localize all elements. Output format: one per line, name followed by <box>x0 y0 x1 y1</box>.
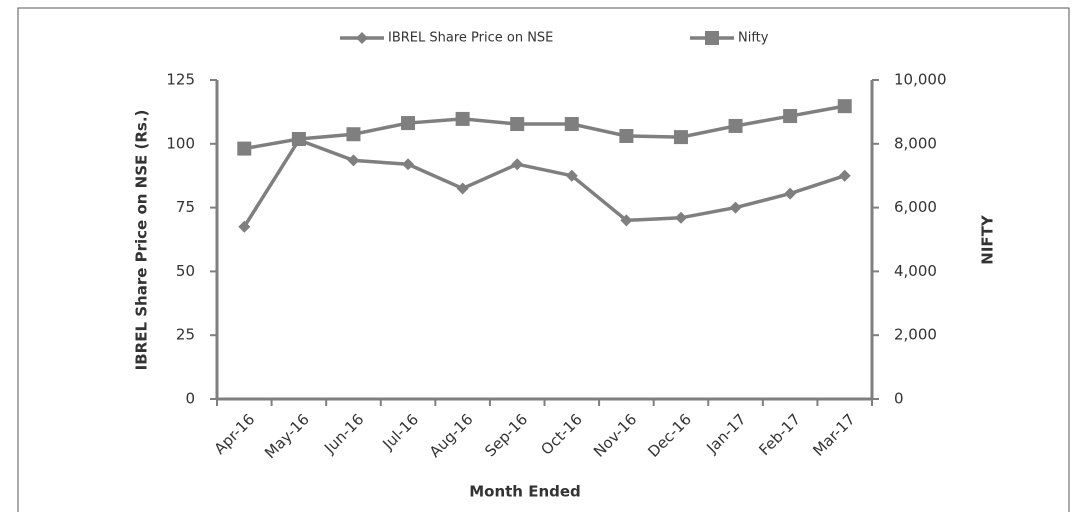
point <box>456 182 469 195</box>
legend-label: Nifty <box>738 31 769 46</box>
point <box>673 130 688 145</box>
point <box>510 117 525 132</box>
x-axis-title: Month Ended <box>469 483 581 501</box>
legend-marker <box>356 32 368 44</box>
y-tick-label: 50 <box>176 262 195 280</box>
point <box>783 109 798 124</box>
point <box>564 117 579 132</box>
y2-tick-label: 8,000 <box>894 134 937 152</box>
point <box>674 211 687 224</box>
y2-tick-label: 6,000 <box>894 198 937 216</box>
y-tick-label: 25 <box>176 326 195 344</box>
point <box>511 158 524 171</box>
y2-tick-label: 10,000 <box>894 71 947 89</box>
point <box>838 169 851 182</box>
point <box>291 132 306 147</box>
y2-axis-title: NIFTY <box>979 214 997 265</box>
y-tick-label: 125 <box>166 71 195 89</box>
point <box>837 99 852 114</box>
point <box>402 158 415 171</box>
point <box>619 128 634 143</box>
point <box>728 118 743 133</box>
legend-marker <box>705 31 719 45</box>
point <box>620 214 633 227</box>
y-tick-label: 100 <box>166 134 195 152</box>
point <box>455 111 470 126</box>
frame <box>17 7 1070 512</box>
point <box>784 187 797 200</box>
point <box>565 169 578 182</box>
legend-label: IBREL Share Price on NSE <box>388 31 553 46</box>
y2-tick-label: 2,000 <box>894 326 937 344</box>
series-line <box>242 137 846 228</box>
series-line <box>243 104 846 151</box>
y-tick-label: 75 <box>176 198 195 216</box>
y2-tick-label: 4,000 <box>894 262 937 280</box>
y-axis-title: IBREL Share Price on NSE (Rs.) <box>133 110 151 371</box>
point <box>347 154 360 167</box>
y2-tick-label: 0 <box>894 390 904 408</box>
point <box>729 201 742 214</box>
point <box>401 116 416 131</box>
point <box>238 220 251 233</box>
point <box>237 141 252 156</box>
point <box>346 127 361 142</box>
y-tick-label: 0 <box>185 390 195 408</box>
